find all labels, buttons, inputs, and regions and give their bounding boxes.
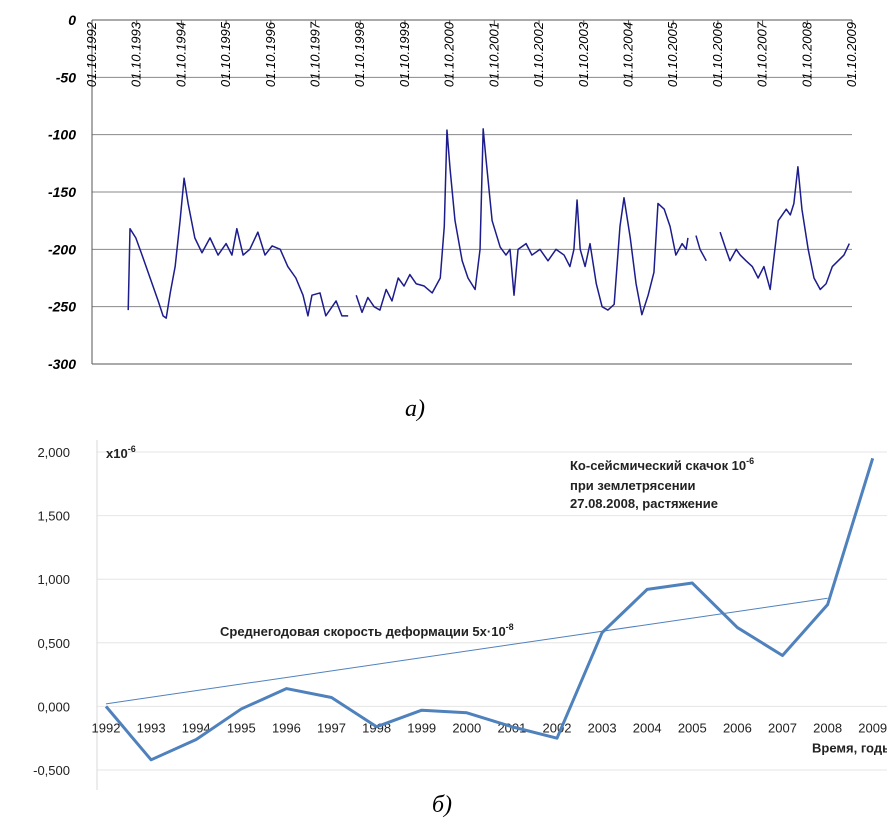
annotation: Ко-сейсмический скачок 10-6 (570, 456, 754, 473)
annotation-text: x10 (106, 446, 128, 461)
x-tick-label: 01.10.2005 (665, 21, 680, 87)
annotation-text: Среднегодовая скорость деформации 5x·10 (220, 624, 506, 639)
y-tick-label: 1,500 (37, 509, 70, 524)
x-tick-label: 01.10.1999 (397, 22, 412, 87)
x-tick-label: 2009 (858, 720, 887, 735)
caption: б) (432, 792, 452, 818)
x-tick-label: 1996 (272, 720, 301, 735)
x-tick-label: 1992 (92, 720, 121, 735)
x-tick-label: 01.10.2000 (442, 21, 457, 87)
y-tick-label: 2,000 (37, 445, 70, 460)
x-tick-label: 01.10.1998 (352, 21, 367, 87)
x-tick-label: 01.10.2006 (710, 21, 725, 87)
y-tick-label: 0,000 (37, 699, 70, 714)
annotation-text: 27.08.2008, растяжение (570, 496, 718, 511)
x-tick-label: 2006 (723, 720, 752, 735)
annotation: при землетрясении (570, 478, 696, 493)
x-tick-label: 1995 (227, 720, 256, 735)
x-tick-label: 01.10.1994 (173, 22, 188, 87)
x-tick-label: 01.10.2003 (576, 21, 591, 87)
y-tick-label: 0 (68, 12, 76, 28)
x-tick-label: 01.10.2004 (620, 22, 635, 87)
x-axis-label: Время, годы (812, 740, 887, 755)
x-tick-label: 2002 (543, 720, 572, 735)
x-tick-label: 01.10.1997 (308, 21, 323, 87)
x-tick-label: 1994 (182, 720, 211, 735)
x-tick-label: 1999 (407, 720, 436, 735)
x-tick-label: 01.10.1996 (263, 21, 278, 87)
data-line (127, 128, 850, 319)
x-tick-label: 2005 (678, 720, 707, 735)
y-tick-label: -50 (56, 69, 76, 85)
annotation-text: при землетрясении (570, 478, 696, 493)
y-tick-label: -300 (48, 356, 76, 372)
data-line (104, 457, 875, 762)
x-tick-label: 01.10.2008 (799, 21, 814, 87)
caption: а) (405, 396, 425, 422)
x-tick-label: 1993 (137, 720, 166, 735)
y-tick-label: -100 (48, 127, 76, 143)
x-tick-label: 2000 (452, 720, 481, 735)
x-tick-label: 2003 (588, 720, 617, 735)
x-tick-label: 01.10.2002 (531, 21, 546, 87)
x-tick-label: 01.10.2001 (486, 22, 501, 87)
trend-line (105, 597, 828, 705)
x-tick-label: 01.10.2009 (844, 22, 859, 87)
annotation-sup: -6 (128, 444, 136, 454)
annotation-sup: -6 (746, 456, 754, 466)
y-tick-label: -200 (48, 241, 76, 257)
y-tick-label: -250 (48, 299, 76, 315)
x-tick-label: 2008 (813, 720, 842, 735)
x-tick-label: 1997 (317, 720, 346, 735)
y-tick-label: -150 (48, 184, 76, 200)
y-tick-label: 0,500 (37, 636, 70, 651)
x-tick-label: 01.10.2007 (755, 21, 770, 87)
annotation-text: Ко-сейсмический скачок 10 (570, 458, 746, 473)
annotation: x10-6 (106, 444, 136, 461)
annotation-sup: -8 (506, 622, 514, 632)
x-tick-label: 01.10.1995 (218, 21, 233, 87)
annotation: 27.08.2008, растяжение (570, 496, 718, 511)
annotation: Среднегодовая скорость деформации 5x·10-… (220, 622, 514, 639)
x-tick-label: 2004 (633, 720, 662, 735)
x-tick-label: 2007 (768, 720, 797, 735)
x-tick-label: 01.10.1992 (84, 21, 99, 87)
x-tick-label: 01.10.1993 (129, 21, 144, 87)
y-tick-label: -0,500 (33, 763, 70, 778)
y-tick-label: 1,000 (37, 572, 70, 587)
